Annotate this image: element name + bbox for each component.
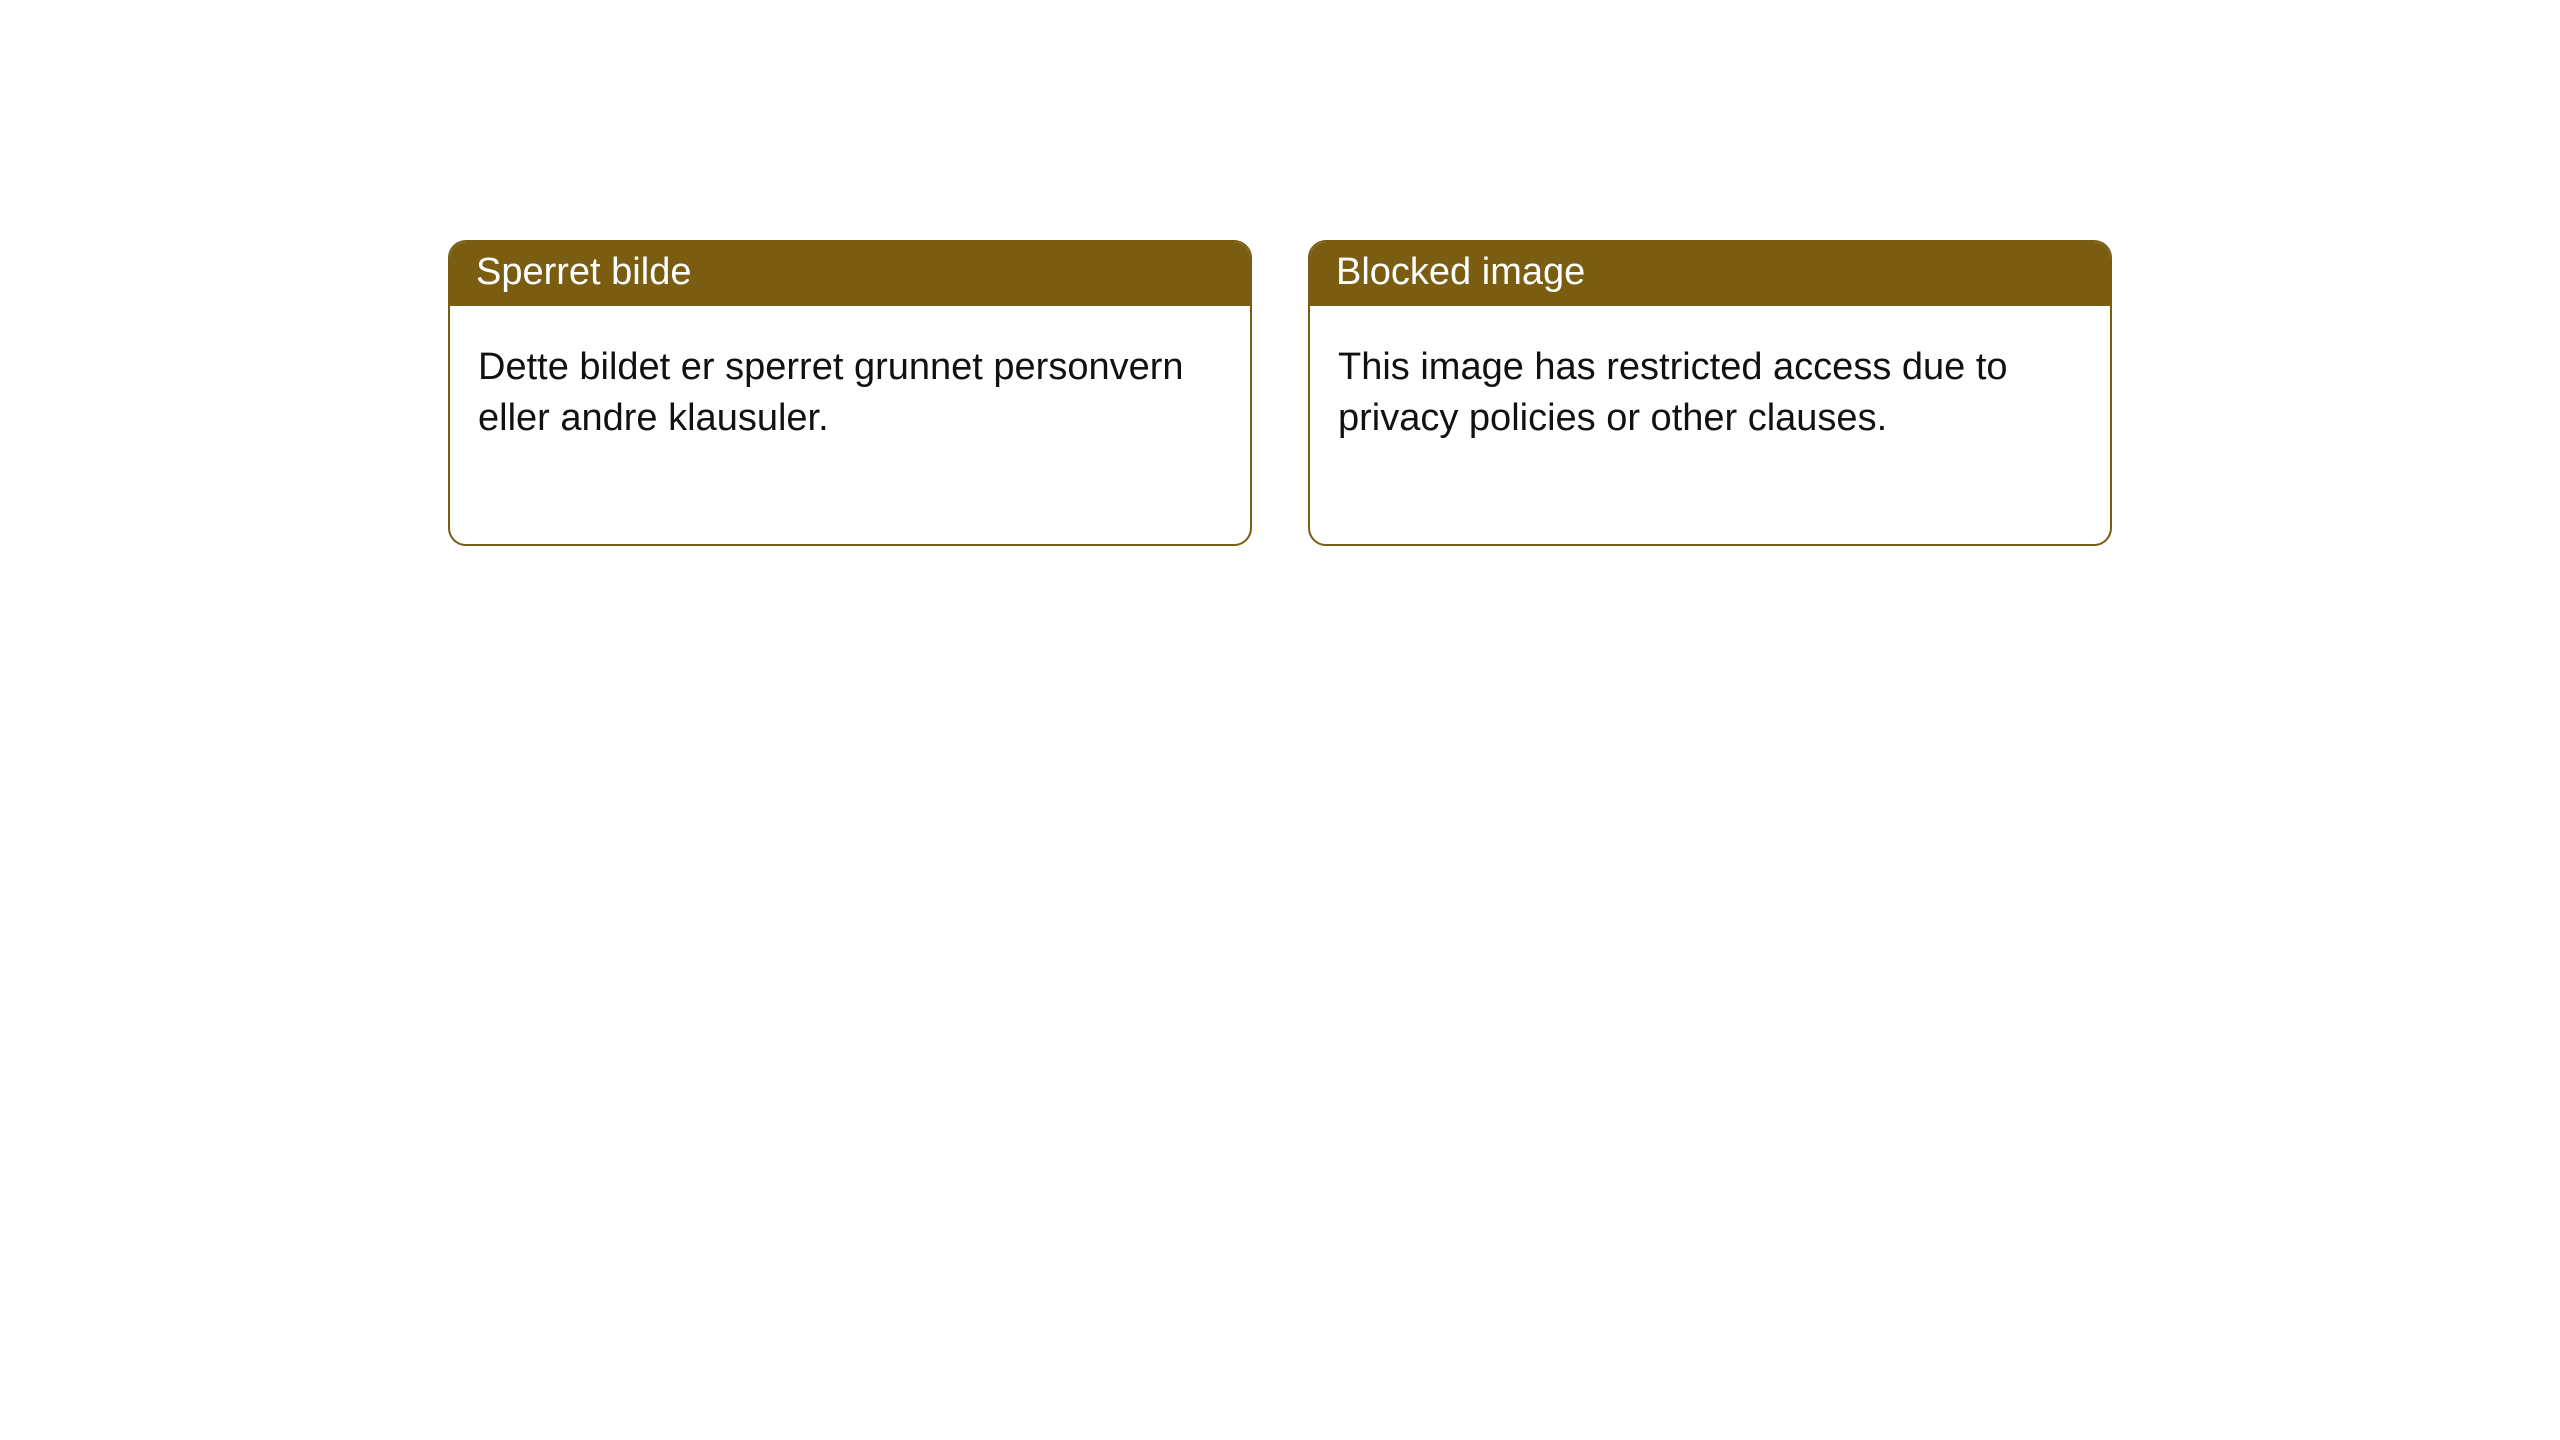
notice-body-en: This image has restricted access due to … (1310, 306, 2110, 545)
notice-container: Sperret bilde Dette bildet er sperret gr… (0, 0, 2560, 546)
notice-card-en: Blocked image This image has restricted … (1308, 240, 2112, 546)
notice-title-en: Blocked image (1310, 242, 2110, 306)
notice-card-no: Sperret bilde Dette bildet er sperret gr… (448, 240, 1252, 546)
notice-title-no: Sperret bilde (450, 242, 1250, 306)
notice-body-no: Dette bildet er sperret grunnet personve… (450, 306, 1250, 545)
